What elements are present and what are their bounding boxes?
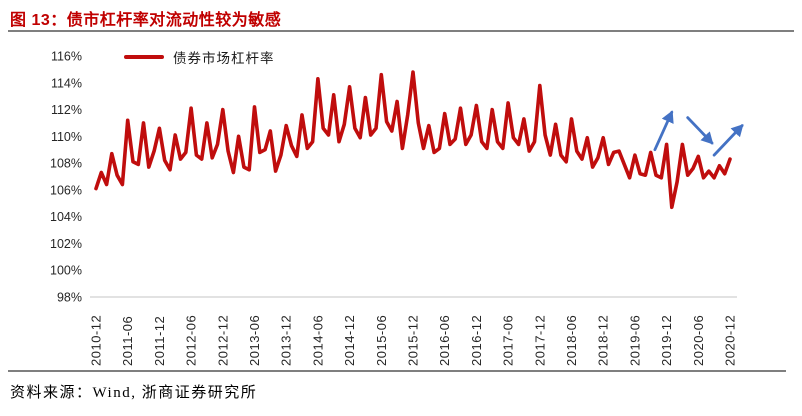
x-tick-label: 2018-12 bbox=[596, 315, 611, 366]
x-tick-label: 2012-12 bbox=[215, 315, 230, 366]
x-tick-label: 2018-06 bbox=[564, 315, 579, 366]
trend-arrow-up-icon bbox=[712, 124, 744, 157]
legend-label: 债券市场杠杆率 bbox=[173, 51, 275, 66]
trend-arrow-down-icon bbox=[686, 116, 714, 145]
y-tick-label: 98% bbox=[57, 291, 82, 305]
x-tick-label: 2016-12 bbox=[469, 315, 484, 366]
x-tick-label: 2011-12 bbox=[152, 316, 167, 366]
x-tick-label: 2015-06 bbox=[374, 315, 389, 366]
y-tick-label: 116% bbox=[51, 50, 82, 64]
y-tick-label: 108% bbox=[50, 157, 82, 171]
y-tick-label: 114% bbox=[51, 76, 82, 90]
x-tick-label: 2015-12 bbox=[406, 315, 421, 366]
x-tick-label: 2020-06 bbox=[691, 315, 706, 366]
chart-legend: 债券市场杠杆率 bbox=[124, 47, 275, 67]
footer-rule bbox=[8, 370, 786, 372]
y-tick-label: 100% bbox=[50, 264, 82, 278]
trend-arrow-up-icon bbox=[653, 110, 674, 152]
x-tick-label: 2014-06 bbox=[310, 315, 325, 366]
red-line-swatch-icon bbox=[124, 55, 164, 59]
x-tick-label: 2013-12 bbox=[279, 315, 294, 366]
x-tick-label: 2012-06 bbox=[184, 315, 199, 366]
leverage-ratio-line bbox=[94, 70, 732, 210]
figure-title: 图 13：债市杠杆率对流动性较为敏感 bbox=[10, 12, 282, 29]
x-tick-label: 2019-12 bbox=[659, 315, 674, 366]
y-tick-label: 112% bbox=[51, 103, 82, 117]
x-tick-label: 2017-12 bbox=[532, 315, 547, 366]
x-tick-label: 2016-06 bbox=[437, 315, 452, 366]
x-tick-label: 2020-12 bbox=[723, 315, 738, 366]
x-tick-label: 2014-12 bbox=[342, 315, 357, 366]
y-tick-label: 104% bbox=[50, 210, 82, 224]
y-tick-label: 106% bbox=[50, 183, 82, 197]
y-tick-label: 102% bbox=[50, 237, 82, 251]
x-tick-label: 2019-06 bbox=[627, 315, 642, 366]
x-tick-label: 2011-06 bbox=[120, 316, 135, 366]
x-tick-label: 2010-12 bbox=[89, 315, 104, 366]
y-tick-label: 110% bbox=[51, 130, 82, 144]
x-tick-label: 2017-06 bbox=[501, 315, 516, 366]
x-tick-label: 2013-06 bbox=[247, 315, 262, 366]
source-note: 资料来源：Wind, 浙商证券研究所 bbox=[10, 385, 258, 401]
header-rule bbox=[8, 30, 794, 32]
